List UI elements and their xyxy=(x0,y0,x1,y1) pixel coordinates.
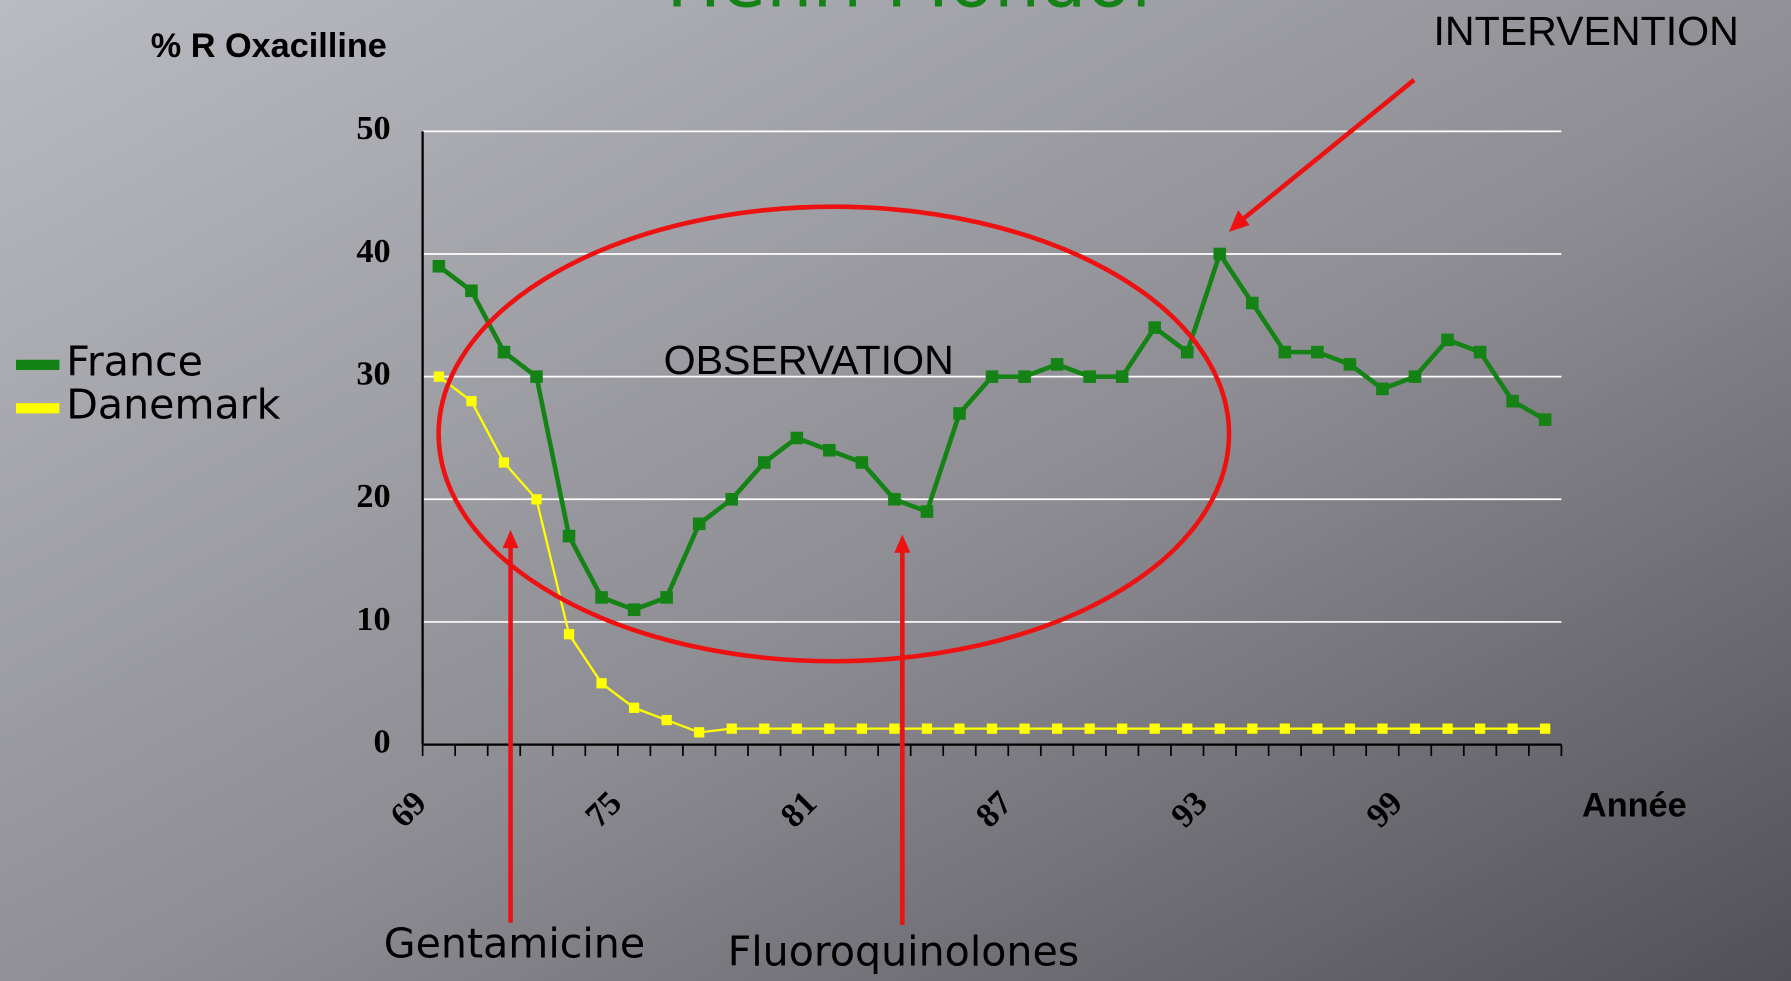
marker xyxy=(757,456,771,469)
marker xyxy=(1083,370,1096,383)
marker xyxy=(921,723,933,734)
y-tick-label: 50 xyxy=(356,109,390,147)
marker xyxy=(953,407,966,420)
marker xyxy=(1506,394,1519,408)
marker xyxy=(531,494,542,505)
marker xyxy=(1540,723,1551,734)
marker xyxy=(1018,370,1031,383)
marker xyxy=(627,603,641,616)
marker xyxy=(596,678,607,689)
x-axis-label: Année xyxy=(1582,786,1687,824)
marker xyxy=(1312,723,1323,734)
y-tick-label: 0 xyxy=(374,722,391,760)
marker xyxy=(1538,413,1552,426)
marker xyxy=(1247,723,1258,734)
marker xyxy=(1343,358,1357,371)
marker xyxy=(856,723,868,734)
marker xyxy=(888,493,901,506)
marker xyxy=(466,396,477,407)
marker xyxy=(1050,358,1064,371)
y-tick-label: 10 xyxy=(356,600,390,638)
marker xyxy=(1311,345,1324,359)
marker xyxy=(563,629,575,640)
marker xyxy=(1344,723,1356,734)
arrow-head xyxy=(1229,210,1250,232)
y-tick-label: 20 xyxy=(356,477,390,515)
arrow-head xyxy=(894,534,911,553)
marker xyxy=(823,443,836,457)
marker xyxy=(1084,723,1095,734)
marker xyxy=(432,259,446,273)
annotation: Gentamicine xyxy=(384,920,645,968)
legend-label: France xyxy=(66,337,203,385)
marker xyxy=(1474,723,1486,734)
marker xyxy=(1376,382,1389,396)
legend-swatch xyxy=(15,403,60,414)
marker xyxy=(433,371,445,382)
marker xyxy=(694,727,705,738)
marker xyxy=(1051,723,1063,734)
annotation: Fluoroquinolones xyxy=(728,928,1080,976)
arrow-head xyxy=(502,529,519,549)
annotation: OBSERVATION xyxy=(664,337,954,383)
annotation: INTERVENTION xyxy=(1433,8,1738,54)
marker xyxy=(1213,247,1227,261)
marker xyxy=(1149,723,1160,734)
marker xyxy=(1117,723,1128,734)
marker xyxy=(1442,723,1453,734)
marker xyxy=(1473,345,1487,359)
marker xyxy=(855,456,869,469)
marker xyxy=(726,723,737,734)
marker xyxy=(985,370,999,383)
decorations xyxy=(436,78,1416,926)
marker xyxy=(497,345,511,359)
marker xyxy=(465,284,478,298)
marker xyxy=(595,591,608,604)
marker xyxy=(1115,370,1129,383)
observation-ellipse xyxy=(436,204,1232,664)
marker xyxy=(920,505,934,518)
y-tick-label: 40 xyxy=(356,232,390,270)
marker xyxy=(1214,723,1225,734)
marker xyxy=(1408,370,1422,383)
marker xyxy=(661,714,672,726)
marker xyxy=(1182,723,1193,734)
marker xyxy=(562,529,576,543)
marker xyxy=(1148,321,1161,334)
arrow xyxy=(1241,78,1416,222)
marker xyxy=(1019,723,1030,734)
y-axis-label: % R Oxacilline xyxy=(151,27,387,65)
marker xyxy=(1180,345,1194,359)
marker xyxy=(1377,723,1388,734)
marker xyxy=(530,370,543,383)
marker xyxy=(824,723,835,734)
chart-title: Henri Mondor xyxy=(666,0,1162,24)
marker xyxy=(759,723,770,734)
marker xyxy=(986,723,998,734)
marker xyxy=(1279,723,1290,734)
marker xyxy=(498,457,510,468)
marker xyxy=(889,723,900,734)
marker xyxy=(1507,723,1518,734)
marker xyxy=(660,591,673,604)
marker xyxy=(725,493,739,506)
marker xyxy=(954,723,965,734)
marker xyxy=(1409,723,1421,734)
marker xyxy=(790,431,804,445)
marker xyxy=(1441,333,1454,347)
marker xyxy=(628,702,640,713)
marker xyxy=(1278,345,1292,359)
marker xyxy=(692,517,706,531)
marker xyxy=(791,723,802,734)
legend-swatch xyxy=(15,359,60,371)
legend-label: Danemark xyxy=(66,381,280,429)
marker xyxy=(1246,296,1259,310)
y-tick-label: 30 xyxy=(356,355,390,393)
